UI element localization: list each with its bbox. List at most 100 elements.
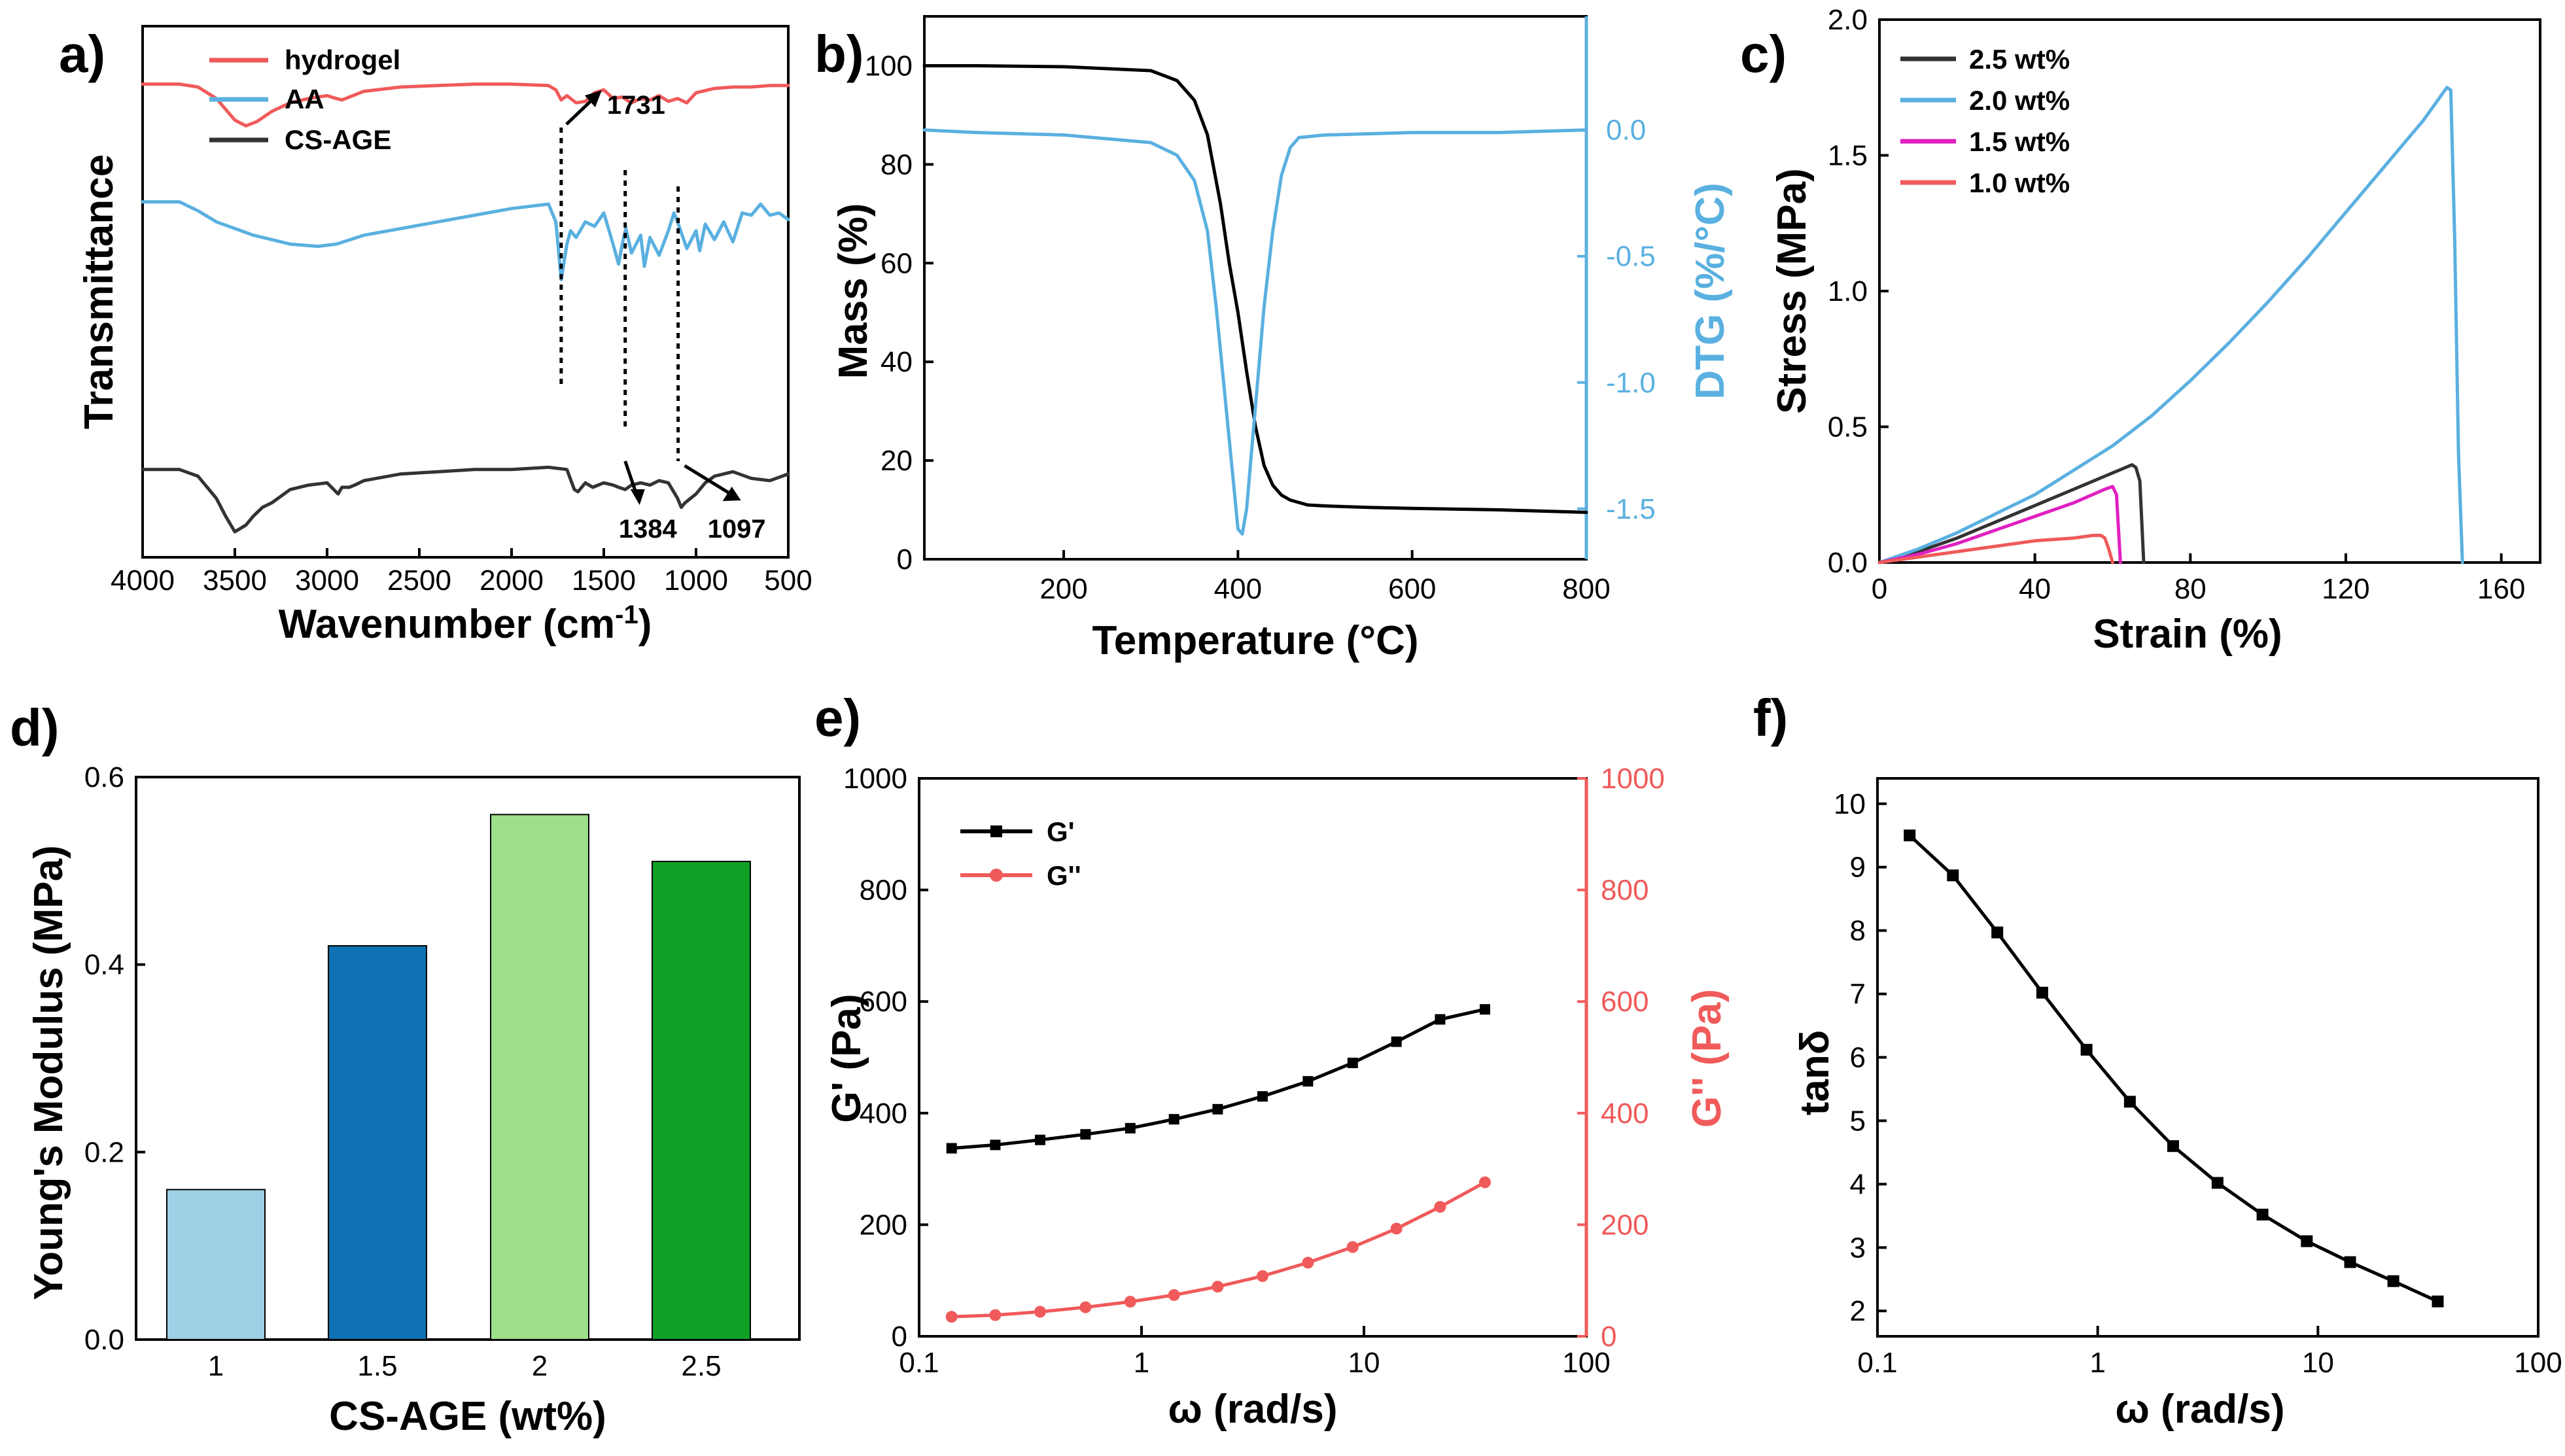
bar-1 (166, 1188, 266, 1340)
y-tick-label-b: 100 (865, 50, 913, 82)
panel-label-d: d) (10, 699, 60, 757)
x-tick-label-e: 0.1 (899, 1347, 939, 1379)
x-tick-label-a: 4000 (111, 564, 175, 597)
y2-tick-label-b: -1.5 (1606, 493, 1656, 525)
x-tick-label-a: 1500 (572, 564, 636, 597)
y2-tick-label-e: 800 (1601, 875, 1649, 907)
x-tick-label-d: 1 (208, 1350, 224, 1382)
y-tick-label-f: 6 (1850, 1042, 1866, 1074)
bar-2-5 (652, 861, 751, 1340)
panel-a-ftir: a) 4000 3500 3000 2500 2000 1500 1000 500 1731 1… (59, 25, 812, 647)
y2-tick-label-e: 600 (1601, 986, 1649, 1018)
series-line-aa (141, 200, 790, 282)
data-point-gprime (946, 1143, 957, 1154)
data-point-gprime (1168, 1114, 1179, 1125)
data-point-tandelta (1947, 869, 1959, 882)
x-tick-label-c: 160 (2477, 573, 2525, 605)
x-tick-label-a: 3000 (295, 564, 359, 597)
legend-label-hydrogel: hydrogel (285, 44, 400, 75)
x-tick-label-f: 1 (2089, 1347, 2105, 1379)
legend-label-aa: AA (285, 84, 324, 114)
y2-tick-label-e: 1000 (1601, 763, 1665, 795)
data-point-gdoubleprime (1034, 1306, 1046, 1318)
y-tick-label-f: 4 (1850, 1168, 1866, 1200)
y-axis-title-f: tanδ (1792, 1030, 1838, 1116)
x-tick-label-a: 1000 (664, 564, 728, 597)
data-point-gprime (990, 1139, 1001, 1151)
panel-label-c: c) (1740, 25, 1787, 83)
annotation-arrow-1097 (684, 464, 731, 496)
legend-label-c: 1.0 wt% (1969, 167, 2070, 198)
y-tick-label-d: 0.2 (84, 1136, 124, 1168)
y-tick-label-e: 400 (860, 1098, 907, 1130)
x-tick-label-c: 120 (2322, 573, 2369, 605)
annotation-arrowhead-1097 (722, 487, 741, 501)
data-point-tandelta (2256, 1208, 2269, 1221)
panel-f-tan-delta: f) 0.1 1 10 100 2 3 4 5 6 7 8 9 10 ω (rad/s) tanδ (1753, 689, 2562, 1432)
y-tick-label-c: 1.5 (1828, 140, 1868, 172)
data-point-gprime (1257, 1091, 1268, 1102)
legend-c: 2.5 wt% 2.0 wt% 1.5 wt% 1.0 wt% (1900, 44, 2070, 198)
legend-label-c: 2.5 wt% (1969, 44, 2070, 75)
series-line-cs-age (141, 465, 790, 534)
y-tick-label-c: 0.5 (1828, 411, 1868, 443)
data-point-gprime (1125, 1122, 1136, 1134)
data-point-gprime (1302, 1076, 1314, 1087)
annotation-label-1097: 1097 (708, 515, 766, 544)
x-tick-label-a: 2500 (387, 564, 451, 597)
legend-label-csage: CS-AGE (285, 124, 391, 155)
panel-label-f: f) (1753, 689, 1788, 747)
y-tick-label-f: 5 (1850, 1105, 1866, 1137)
panel-e-moduli: e) 0.1 1 10 1000200400600800100002004006008… (814, 689, 1730, 1432)
y2-tick-label-b: -0.5 (1606, 241, 1656, 273)
x-tick-label-e: 1 (1134, 1347, 1149, 1379)
legend-label-gp: G' (1047, 816, 1075, 847)
legend-a: hydrogel AA CS-AGE (209, 44, 400, 155)
data-point-gprime (1347, 1058, 1358, 1069)
y-tick-label-f: 7 (1850, 979, 1866, 1011)
x-tick-label-f: 100 (2514, 1347, 2562, 1379)
series-line-25wt (1877, 463, 2146, 564)
data-point-tandelta (2344, 1256, 2356, 1268)
data-point-gdoubleprime (1124, 1296, 1136, 1308)
x-tick-label-b: 400 (1214, 573, 1262, 605)
x-tick-label-a: 3500 (203, 564, 267, 597)
x-tick-label-a: 2000 (480, 564, 544, 597)
y-tick-label-e: 0 (892, 1321, 907, 1353)
x-tick-label-d: 1.5 (357, 1350, 397, 1382)
data-point-gprime (1080, 1129, 1091, 1140)
x-axis-title-e: ω (rad/s) (1168, 1387, 1337, 1432)
annotation-arrowhead-1384 (630, 489, 645, 505)
data-point-tandelta (2036, 986, 2048, 999)
x-tick-label-e: 100 (1562, 1347, 1610, 1379)
y-tick-label-f: 8 (1850, 915, 1866, 947)
plot-frame-a (141, 25, 790, 559)
data-point-gdoubleprime (1168, 1289, 1180, 1301)
y-axis-title-d: Young's Modulus (MPa) (26, 845, 71, 1300)
x-axis-title-f: ω (rad/s) (2115, 1387, 2284, 1432)
y-axis-title-e: G' (Pa) (824, 994, 869, 1122)
data-point-gdoubleprime (1256, 1270, 1268, 1282)
x-tick-label-c: 40 (2019, 573, 2051, 605)
y-tick-label-e: 600 (860, 986, 907, 1018)
data-point-gdoubleprime (1079, 1301, 1092, 1313)
bar-1-5 (328, 945, 427, 1340)
data-point-tandelta (2211, 1177, 2224, 1189)
legend-label-gpp: G'' (1047, 860, 1081, 891)
data-point-gdoubleprime (945, 1311, 958, 1323)
x-axis-title-c: Strain (%) (2093, 612, 2282, 657)
y-tick-label-b: 60 (881, 247, 913, 279)
y2-tick-label-b: 0.0 (1606, 114, 1646, 147)
y-tick-label-e: 200 (860, 1209, 907, 1241)
y2-tick-label-e: 400 (1601, 1098, 1649, 1130)
panel-b-tga: b) 200 400 600 800 0 20 40 60 80 100 0.0 -0.5 -1.0 -1… (814, 15, 1733, 663)
y-axis-title-b: Mass (%) (831, 203, 876, 379)
data-point-gdoubleprime (1390, 1222, 1403, 1235)
y-tick-label-b: 80 (881, 148, 913, 181)
plot-frame-d (135, 776, 801, 1341)
panel-label-a: a) (59, 25, 105, 83)
y-tick-label-d: 0.0 (84, 1324, 124, 1356)
y2-tick-label-e: 0 (1601, 1321, 1616, 1353)
y-tick-label-e: 1000 (843, 763, 907, 795)
